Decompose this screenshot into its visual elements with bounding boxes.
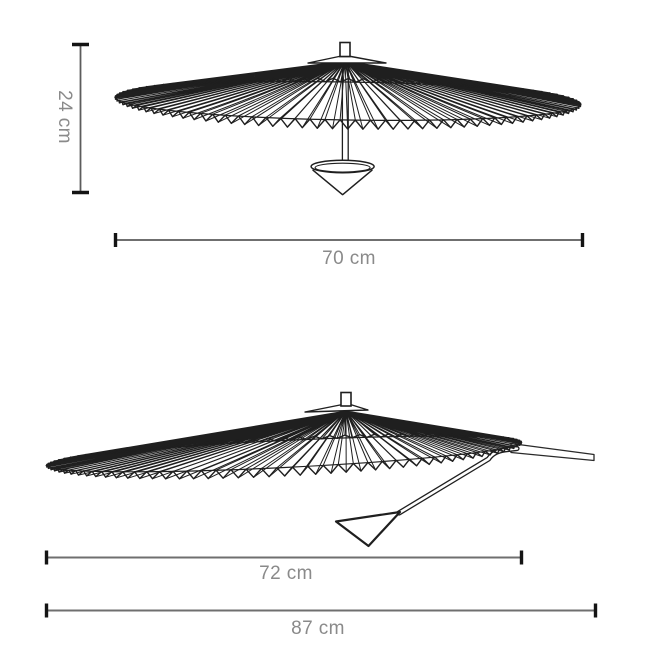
total-width-dimension-87 xyxy=(47,604,596,618)
bottom-lamp-cap xyxy=(305,405,368,412)
bottom-lamp-view xyxy=(46,393,594,547)
top-lamp-finial xyxy=(340,43,350,57)
height-dimension-label: 24 cm xyxy=(53,47,75,187)
overall-width-dimension-label: 87 cm xyxy=(248,618,388,640)
bottom-lamp-base-plate xyxy=(336,512,400,546)
bottom-lamp-finial xyxy=(341,393,351,407)
shade-width-dimension-label: 72 cm xyxy=(216,563,356,585)
bottom-lamp-arm-bar xyxy=(511,444,594,461)
top-lamp-diffuser xyxy=(311,160,374,194)
bottom-lamp-pleats xyxy=(46,411,521,479)
width-dimension-label: 70 cm xyxy=(279,248,419,270)
width-dimension-70 xyxy=(116,233,583,247)
top-lamp-view xyxy=(115,43,582,195)
lamp-line-drawing xyxy=(0,0,645,648)
dimension-diagram: 24 cm 70 cm 72 cm 87 cm xyxy=(0,0,645,648)
top-lamp-cap xyxy=(308,57,386,64)
